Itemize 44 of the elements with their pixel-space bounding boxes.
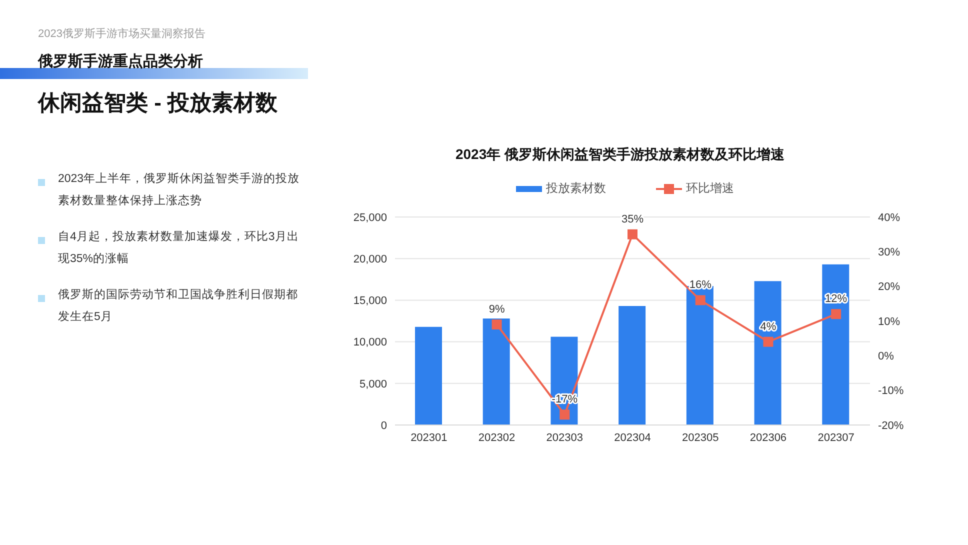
x-tick-label: 202306 — [750, 432, 787, 444]
text: 休闲益智类 - 投放素材数 — [38, 89, 278, 117]
point — [763, 336, 774, 347]
bar — [822, 264, 850, 425]
point — [831, 309, 842, 320]
x-tick-label: 202307 — [818, 432, 854, 444]
point — [560, 410, 570, 420]
y2-tick-label: 10% — [878, 316, 900, 328]
y-tick-label: 15,000 — [353, 295, 387, 308]
bar — [415, 326, 442, 425]
y2-tick-label: 40% — [878, 212, 900, 224]
point — [695, 295, 706, 306]
y2-tick-label: -20% — [878, 420, 904, 432]
text: 自4月起，投放素材数量加速爆发，环比3月出现35%的涨幅 — [58, 230, 300, 267]
text: 俄罗斯的国际劳动节和卫国战争胜利日假期都发生在5月 — [58, 288, 299, 325]
text: 俄罗斯手游重点品类分析 — [38, 52, 203, 71]
y-tick-label: 20,000 — [353, 254, 387, 266]
bar — [754, 281, 782, 425]
data-label: 4% — [760, 320, 776, 333]
y-tick-label: 5,000 — [359, 378, 387, 390]
x-tick-label: 202304 — [614, 432, 651, 444]
bar — [482, 318, 510, 425]
legend-label: 环比增速 — [685, 180, 734, 197]
chart-title: 2023年 俄罗斯休闲益智类手游投放素材数及环比增速 — [454, 146, 786, 164]
x-tick-label: 202302 — [478, 432, 516, 444]
legend-label: 投放素材数 — [545, 180, 606, 197]
y2-tick-label: 30% — [878, 246, 900, 259]
bar — [618, 306, 646, 425]
y-tick-label: 25,000 — [353, 212, 387, 224]
text: 2023年上半年，俄罗斯休闲益智类手游的投放素材数量整体保持上涨态势 — [58, 171, 301, 209]
x-tick-label: 202303 — [546, 432, 583, 444]
data-label: 35% — [621, 213, 644, 226]
y-tick-label: 0 — [380, 420, 387, 432]
x-tick-label: 202305 — [682, 432, 719, 444]
x-tick-label: 202301 — [410, 432, 448, 444]
point — [628, 229, 638, 240]
y2-tick-label: 0% — [878, 350, 894, 363]
y2-tick-label: -10% — [878, 385, 904, 398]
y-tick-label: 10,000 — [353, 336, 387, 349]
text: 2023俄罗斯手游市场买量洞察报告 — [38, 26, 206, 41]
data-label: 9% — [488, 303, 505, 316]
y2-tick-label: 20% — [878, 281, 900, 294]
point — [492, 319, 502, 330]
data-label: 12% — [825, 293, 848, 306]
